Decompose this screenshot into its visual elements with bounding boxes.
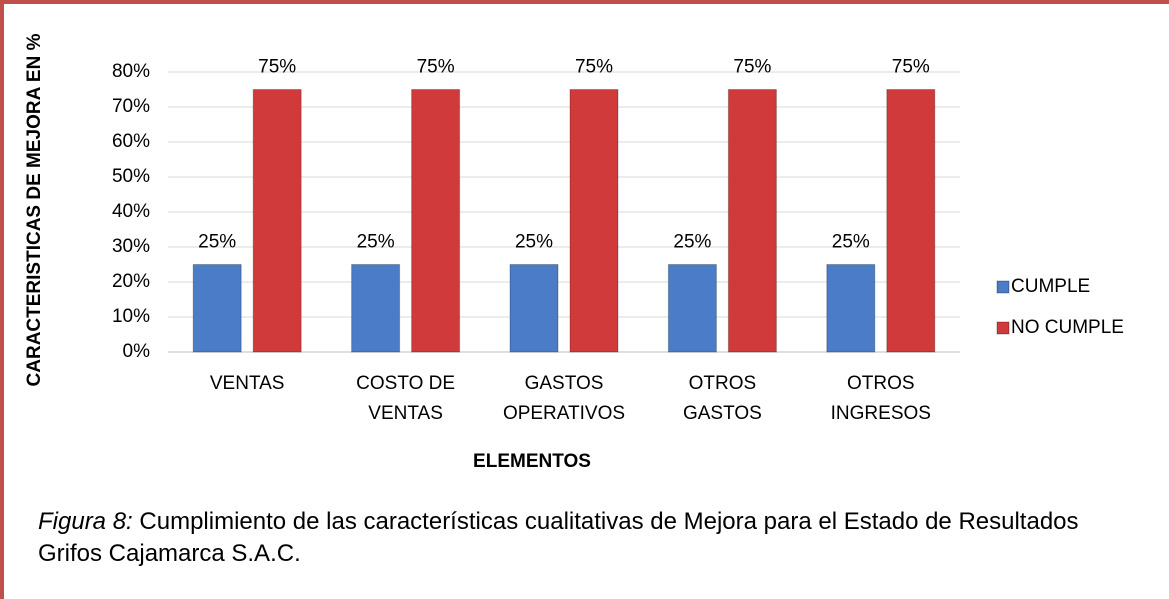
- bar: [569, 89, 619, 353]
- caption: Figura 8: Cumplimiento de las caracterís…: [38, 506, 1128, 570]
- bar: [192, 264, 242, 353]
- data-label: 25%: [673, 232, 711, 253]
- data-label: 75%: [892, 57, 930, 78]
- y-tick-label: 20%: [112, 271, 150, 292]
- data-label: 25%: [357, 232, 395, 253]
- bar: [886, 89, 936, 353]
- legend-swatch: [996, 321, 1010, 335]
- y-tick-label: 60%: [112, 131, 150, 152]
- legend-swatch: [996, 280, 1010, 294]
- data-label: 25%: [515, 232, 553, 253]
- data-label: 75%: [733, 57, 771, 78]
- x-tick-label: GASTOS OPERATIVOS: [502, 373, 626, 424]
- bar: [667, 264, 717, 353]
- bar: [509, 264, 559, 353]
- caption-label: Figura 8:: [38, 508, 133, 535]
- y-tick-label: 30%: [112, 236, 150, 257]
- bar: [727, 89, 777, 353]
- legend-label: NO CUMPLE: [1011, 317, 1124, 338]
- bar: [351, 264, 401, 353]
- y-tick-label: 10%: [112, 306, 150, 327]
- data-label: 75%: [417, 57, 455, 78]
- x-tick-label: OTROS INGRESOS: [830, 373, 931, 424]
- data-label: 25%: [198, 232, 236, 253]
- data-label: 75%: [258, 57, 296, 78]
- x-tick-label: OTROS GASTOS: [682, 373, 762, 424]
- y-axis-title: CARACTERISTICAS DE MEJORA EN %: [24, 33, 45, 386]
- bar: [411, 89, 461, 353]
- x-tick-label: VENTAS: [209, 373, 285, 394]
- bar: [826, 264, 876, 353]
- y-tick-label: 0%: [123, 341, 151, 362]
- y-tick-label: 70%: [112, 96, 150, 117]
- chart: CARACTERISTICAS DE MEJORA EN % ELEMENTOS…: [24, 33, 1124, 472]
- bar: [252, 89, 302, 353]
- legend-label: CUMPLE: [1011, 276, 1090, 297]
- y-tick-label: 50%: [112, 166, 150, 187]
- x-axis-title: ELEMENTOS: [473, 451, 591, 472]
- data-label: 25%: [832, 232, 870, 253]
- data-label: 75%: [575, 57, 613, 78]
- y-tick-label: 40%: [112, 201, 150, 222]
- caption-text: Cumplimiento de las características cual…: [38, 508, 1079, 567]
- y-tick-label: 80%: [112, 61, 150, 82]
- x-tick-label: COSTO DE VENTAS: [356, 373, 456, 424]
